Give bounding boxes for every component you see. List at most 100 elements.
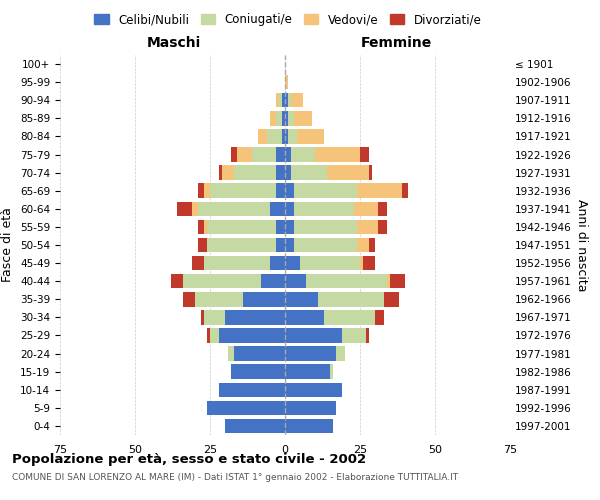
- Bar: [234, 166, 276, 180]
- Bar: [378, 202, 387, 216]
- Bar: [285, 202, 294, 216]
- Bar: [204, 310, 225, 324]
- Bar: [378, 220, 387, 234]
- Bar: [207, 328, 210, 342]
- Bar: [219, 382, 285, 397]
- Bar: [183, 292, 195, 306]
- Bar: [285, 400, 336, 415]
- Bar: [285, 382, 342, 397]
- Bar: [261, 274, 285, 288]
- Bar: [300, 256, 360, 270]
- Bar: [219, 166, 222, 180]
- Bar: [402, 184, 408, 198]
- Text: COMUNE DI SAN LORENZO AL MARE (IM) - Dati ISTAT 1° gennaio 2002 - Elaborazione T: COMUNE DI SAN LORENZO AL MARE (IM) - Dat…: [12, 472, 458, 482]
- Bar: [294, 184, 357, 198]
- Bar: [177, 202, 192, 216]
- Bar: [294, 202, 354, 216]
- Bar: [294, 111, 312, 126]
- Y-axis label: Anni di nascita: Anni di nascita: [575, 198, 588, 291]
- Bar: [243, 292, 285, 306]
- Bar: [270, 202, 285, 216]
- Bar: [192, 202, 198, 216]
- Bar: [369, 166, 372, 180]
- Bar: [207, 238, 276, 252]
- Bar: [285, 75, 288, 90]
- Bar: [285, 238, 294, 252]
- Bar: [285, 93, 288, 108]
- Bar: [285, 256, 300, 270]
- Bar: [204, 184, 210, 198]
- Legend: Celibi/Nubili, Coniugati/e, Vedovi/e, Divorziati/e: Celibi/Nubili, Coniugati/e, Vedovi/e, Di…: [89, 8, 487, 31]
- Bar: [201, 310, 204, 324]
- Bar: [258, 129, 267, 144]
- Bar: [225, 310, 285, 324]
- Bar: [195, 292, 243, 306]
- Bar: [276, 238, 285, 252]
- Bar: [363, 256, 375, 270]
- Bar: [285, 274, 306, 288]
- Bar: [384, 292, 399, 306]
- Bar: [270, 111, 276, 126]
- Text: Femmine: Femmine: [0, 499, 1, 500]
- Bar: [276, 184, 285, 198]
- Bar: [291, 166, 327, 180]
- Bar: [342, 328, 366, 342]
- Bar: [285, 129, 288, 144]
- Bar: [225, 418, 285, 433]
- Bar: [276, 111, 282, 126]
- Bar: [276, 93, 279, 108]
- Bar: [285, 292, 318, 306]
- Bar: [324, 310, 375, 324]
- Bar: [231, 148, 237, 162]
- Bar: [366, 328, 369, 342]
- Bar: [375, 310, 384, 324]
- Bar: [288, 129, 297, 144]
- Bar: [282, 129, 285, 144]
- Bar: [282, 93, 285, 108]
- Bar: [228, 346, 234, 361]
- Bar: [357, 184, 402, 198]
- Text: Popolazione per età, sesso e stato civile - 2002: Popolazione per età, sesso e stato civil…: [12, 452, 366, 466]
- Bar: [357, 238, 369, 252]
- Bar: [390, 274, 405, 288]
- Bar: [285, 310, 324, 324]
- Bar: [285, 328, 342, 342]
- Bar: [219, 328, 285, 342]
- Bar: [207, 400, 285, 415]
- Bar: [327, 166, 369, 180]
- Bar: [294, 238, 357, 252]
- Bar: [267, 129, 282, 144]
- Bar: [276, 220, 285, 234]
- Bar: [291, 93, 303, 108]
- Text: Femmine: Femmine: [361, 36, 431, 50]
- Bar: [198, 238, 207, 252]
- Bar: [285, 418, 333, 433]
- Bar: [282, 111, 285, 126]
- Y-axis label: Fasce di età: Fasce di età: [1, 208, 14, 282]
- Bar: [336, 346, 345, 361]
- Bar: [387, 274, 390, 288]
- Bar: [357, 220, 378, 234]
- Bar: [270, 256, 285, 270]
- Bar: [276, 148, 285, 162]
- Bar: [360, 256, 363, 270]
- Bar: [204, 220, 207, 234]
- Bar: [192, 256, 204, 270]
- Bar: [297, 129, 324, 144]
- Bar: [315, 148, 360, 162]
- Bar: [369, 238, 375, 252]
- Bar: [210, 184, 276, 198]
- Text: Maschi: Maschi: [147, 36, 201, 50]
- Bar: [285, 220, 294, 234]
- Bar: [204, 256, 270, 270]
- Bar: [198, 184, 204, 198]
- Bar: [207, 220, 276, 234]
- Bar: [285, 111, 288, 126]
- Bar: [198, 202, 270, 216]
- Bar: [171, 274, 183, 288]
- Bar: [291, 148, 315, 162]
- Bar: [285, 166, 291, 180]
- Bar: [234, 346, 285, 361]
- Bar: [306, 274, 387, 288]
- Bar: [231, 364, 285, 379]
